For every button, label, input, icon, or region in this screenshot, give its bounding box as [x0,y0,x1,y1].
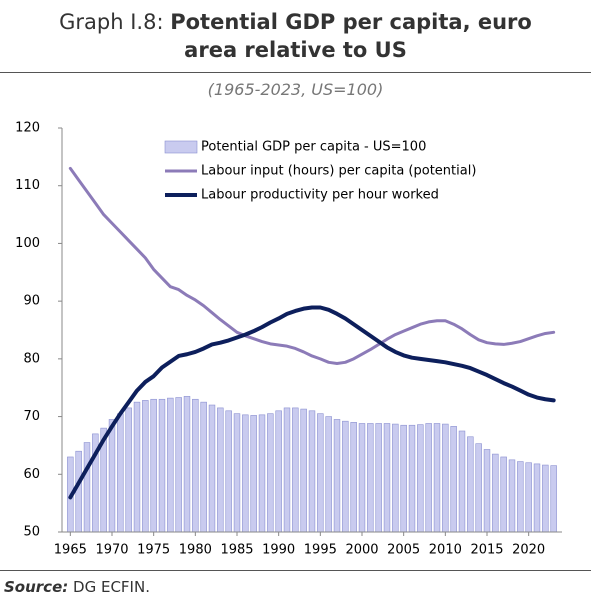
x-tick-label: 1975 [137,543,170,558]
bar [167,397,174,533]
y-tick-label: 70 [23,409,40,424]
bar [217,407,224,533]
bar [317,413,324,533]
bar [550,465,557,533]
bar [325,416,332,533]
bar [108,419,116,533]
bar [292,407,299,533]
line [68,166,556,365]
source: Source: DG ECFIN. [4,578,150,596]
x-tick-label: 1980 [179,543,212,558]
bar [175,397,182,533]
legend-label: Labour input (hours) per capita (potenti… [201,164,476,179]
bar [200,401,207,533]
bar [383,423,391,533]
bar [225,410,232,533]
bar [400,424,407,533]
x-tick-label: 1995 [304,543,337,558]
bar [392,423,399,533]
bar [483,449,491,533]
x-tick-label: 2005 [387,543,420,558]
y-tick-label: 50 [23,525,40,540]
x-tick-label: 1970 [95,543,128,558]
bar [283,407,291,533]
bar [525,462,532,533]
x-tick-label: 2020 [512,543,545,558]
bar [367,423,374,533]
bar [183,396,191,533]
bar [508,459,516,533]
bar [517,461,524,533]
y-tick-label: 120 [15,121,40,136]
bar [242,414,249,533]
bar [125,407,132,533]
bar [308,410,316,533]
bar [158,398,166,533]
bar [342,420,349,533]
bar [300,408,307,533]
subtitle: (1965-2023, US=100) [207,80,384,99]
bar [258,414,266,533]
bar [417,424,424,533]
rule [0,570,591,571]
y-tick-label: 60 [23,467,40,482]
legend-label: Potential GDP per capita - US=100 [201,140,426,155]
bar [233,413,241,533]
bar [542,464,549,533]
bar [492,453,499,533]
title-prefix: Graph I.8: [59,10,164,34]
bar [500,456,507,533]
bar [150,398,157,533]
bar [475,443,482,533]
bar [442,423,449,533]
bar [450,426,457,533]
y-tick-label: 110 [15,178,40,193]
chart-title: Potential GDP per capita, euro area rela… [170,10,532,62]
bar [358,423,366,533]
source-label: Source: [4,578,69,596]
bar [83,442,91,533]
legend-label: Labour productivity per hour worked [201,188,439,203]
x-tick-label: 1990 [262,543,295,558]
bar [192,398,199,533]
x-tick-label: 1985 [220,543,253,558]
bar [250,415,257,533]
legend-swatch [164,140,198,154]
y-tick-label: 100 [15,236,40,251]
line [68,305,556,500]
bar [408,424,416,533]
header: Graph I.8: Potential GDP per capita, eur… [0,8,591,64]
chart: 50 60 70 80 90 100 110 120 1965 1970 1975 1980 1985 1… [15,121,562,558]
bar [208,404,216,533]
x-tick-label: 2015 [470,543,503,558]
bar [333,419,341,533]
bar [375,423,382,533]
bar [142,400,149,533]
bar [467,436,474,533]
x-tick-label: 2000 [345,543,378,558]
bar [275,410,282,533]
x-tick-label: 1965 [54,543,87,558]
bar [350,422,357,533]
bar [425,423,432,533]
bar [75,450,82,533]
rule [0,72,591,73]
bar [433,423,441,533]
x-tick-label: 2010 [429,543,462,558]
bar [533,463,541,533]
bar [133,401,141,533]
source-text: DG ECFIN. [73,578,150,596]
bar [117,413,124,533]
y-tick-label: 80 [23,351,40,366]
bar [458,430,466,533]
title-wrap: Graph I.8: Potential GDP per capita, eur… [46,8,546,64]
y-tick-label: 90 [23,294,40,309]
bar [267,413,274,533]
